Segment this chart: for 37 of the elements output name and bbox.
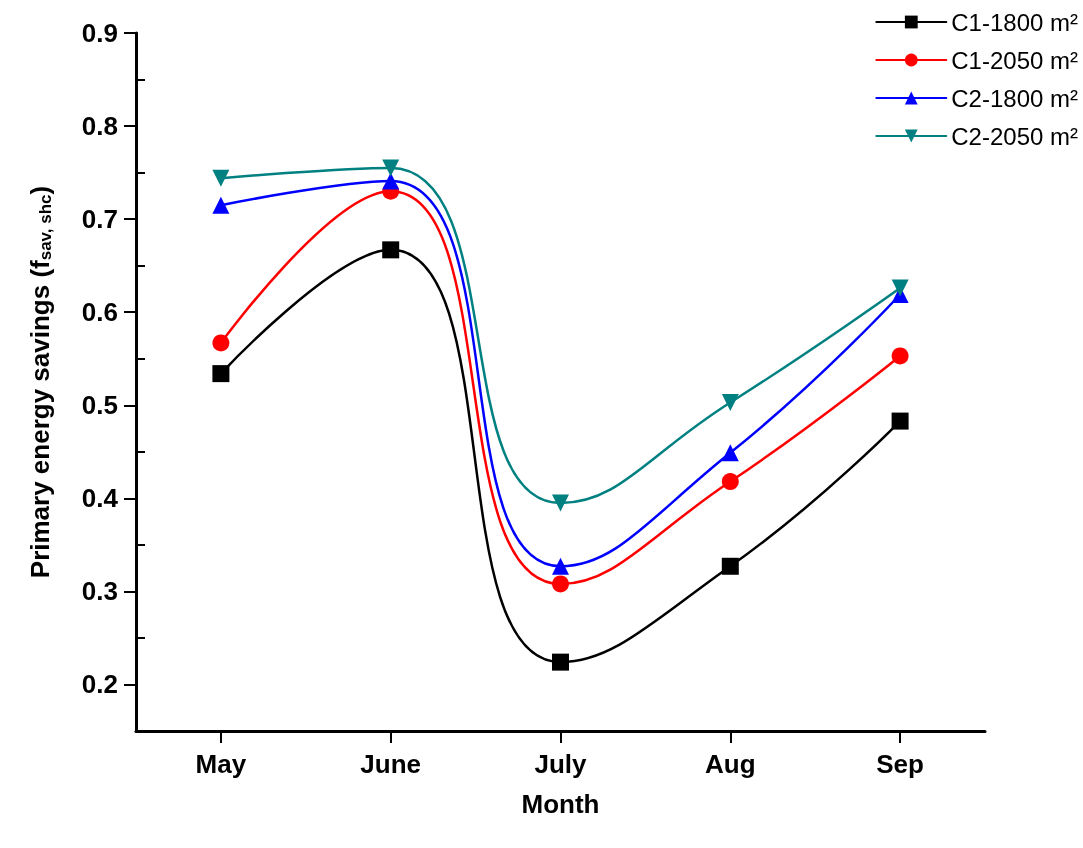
point <box>212 365 230 383</box>
point <box>552 653 569 671</box>
x-tick-label: July <box>534 749 588 779</box>
legend-label: C2-1800 m² <box>951 84 1079 112</box>
point <box>552 557 569 575</box>
y-tick-label: 0.2 <box>81 669 118 700</box>
y-tick-label: 0.4 <box>81 483 119 514</box>
point <box>552 494 569 512</box>
y-tick-label: 0.7 <box>81 204 118 235</box>
point <box>212 196 230 214</box>
point <box>382 241 400 259</box>
point <box>891 412 909 430</box>
point <box>721 444 739 462</box>
point <box>721 393 739 411</box>
y-tick-label: 0.3 <box>81 576 118 607</box>
point <box>891 347 909 365</box>
x-tick-label: June <box>360 749 422 779</box>
x-axis-title: Month <box>521 789 600 819</box>
y-tick-label: 0.9 <box>81 18 118 48</box>
y-axis-title: Primary energy savings (fsav, shc) <box>24 185 55 579</box>
legend-label: C1-1800 m² <box>951 8 1079 36</box>
x-tick-label: May <box>195 749 247 779</box>
point <box>212 334 230 352</box>
y-tick-label: 0.6 <box>81 297 118 328</box>
x-tick-label: Aug <box>705 749 756 779</box>
point <box>721 557 739 575</box>
y-tick-label: 0.5 <box>81 390 118 421</box>
x-tick-label: Sep <box>876 749 924 779</box>
point <box>721 473 739 491</box>
point <box>212 169 230 187</box>
legend-label: C1-2050 m² <box>951 46 1079 74</box>
point <box>382 172 400 190</box>
y-tick-label: 0.8 <box>81 111 118 142</box>
legend-label: C2-2050 m² <box>951 122 1079 150</box>
point <box>552 575 569 593</box>
point <box>382 159 400 177</box>
point <box>891 279 909 297</box>
